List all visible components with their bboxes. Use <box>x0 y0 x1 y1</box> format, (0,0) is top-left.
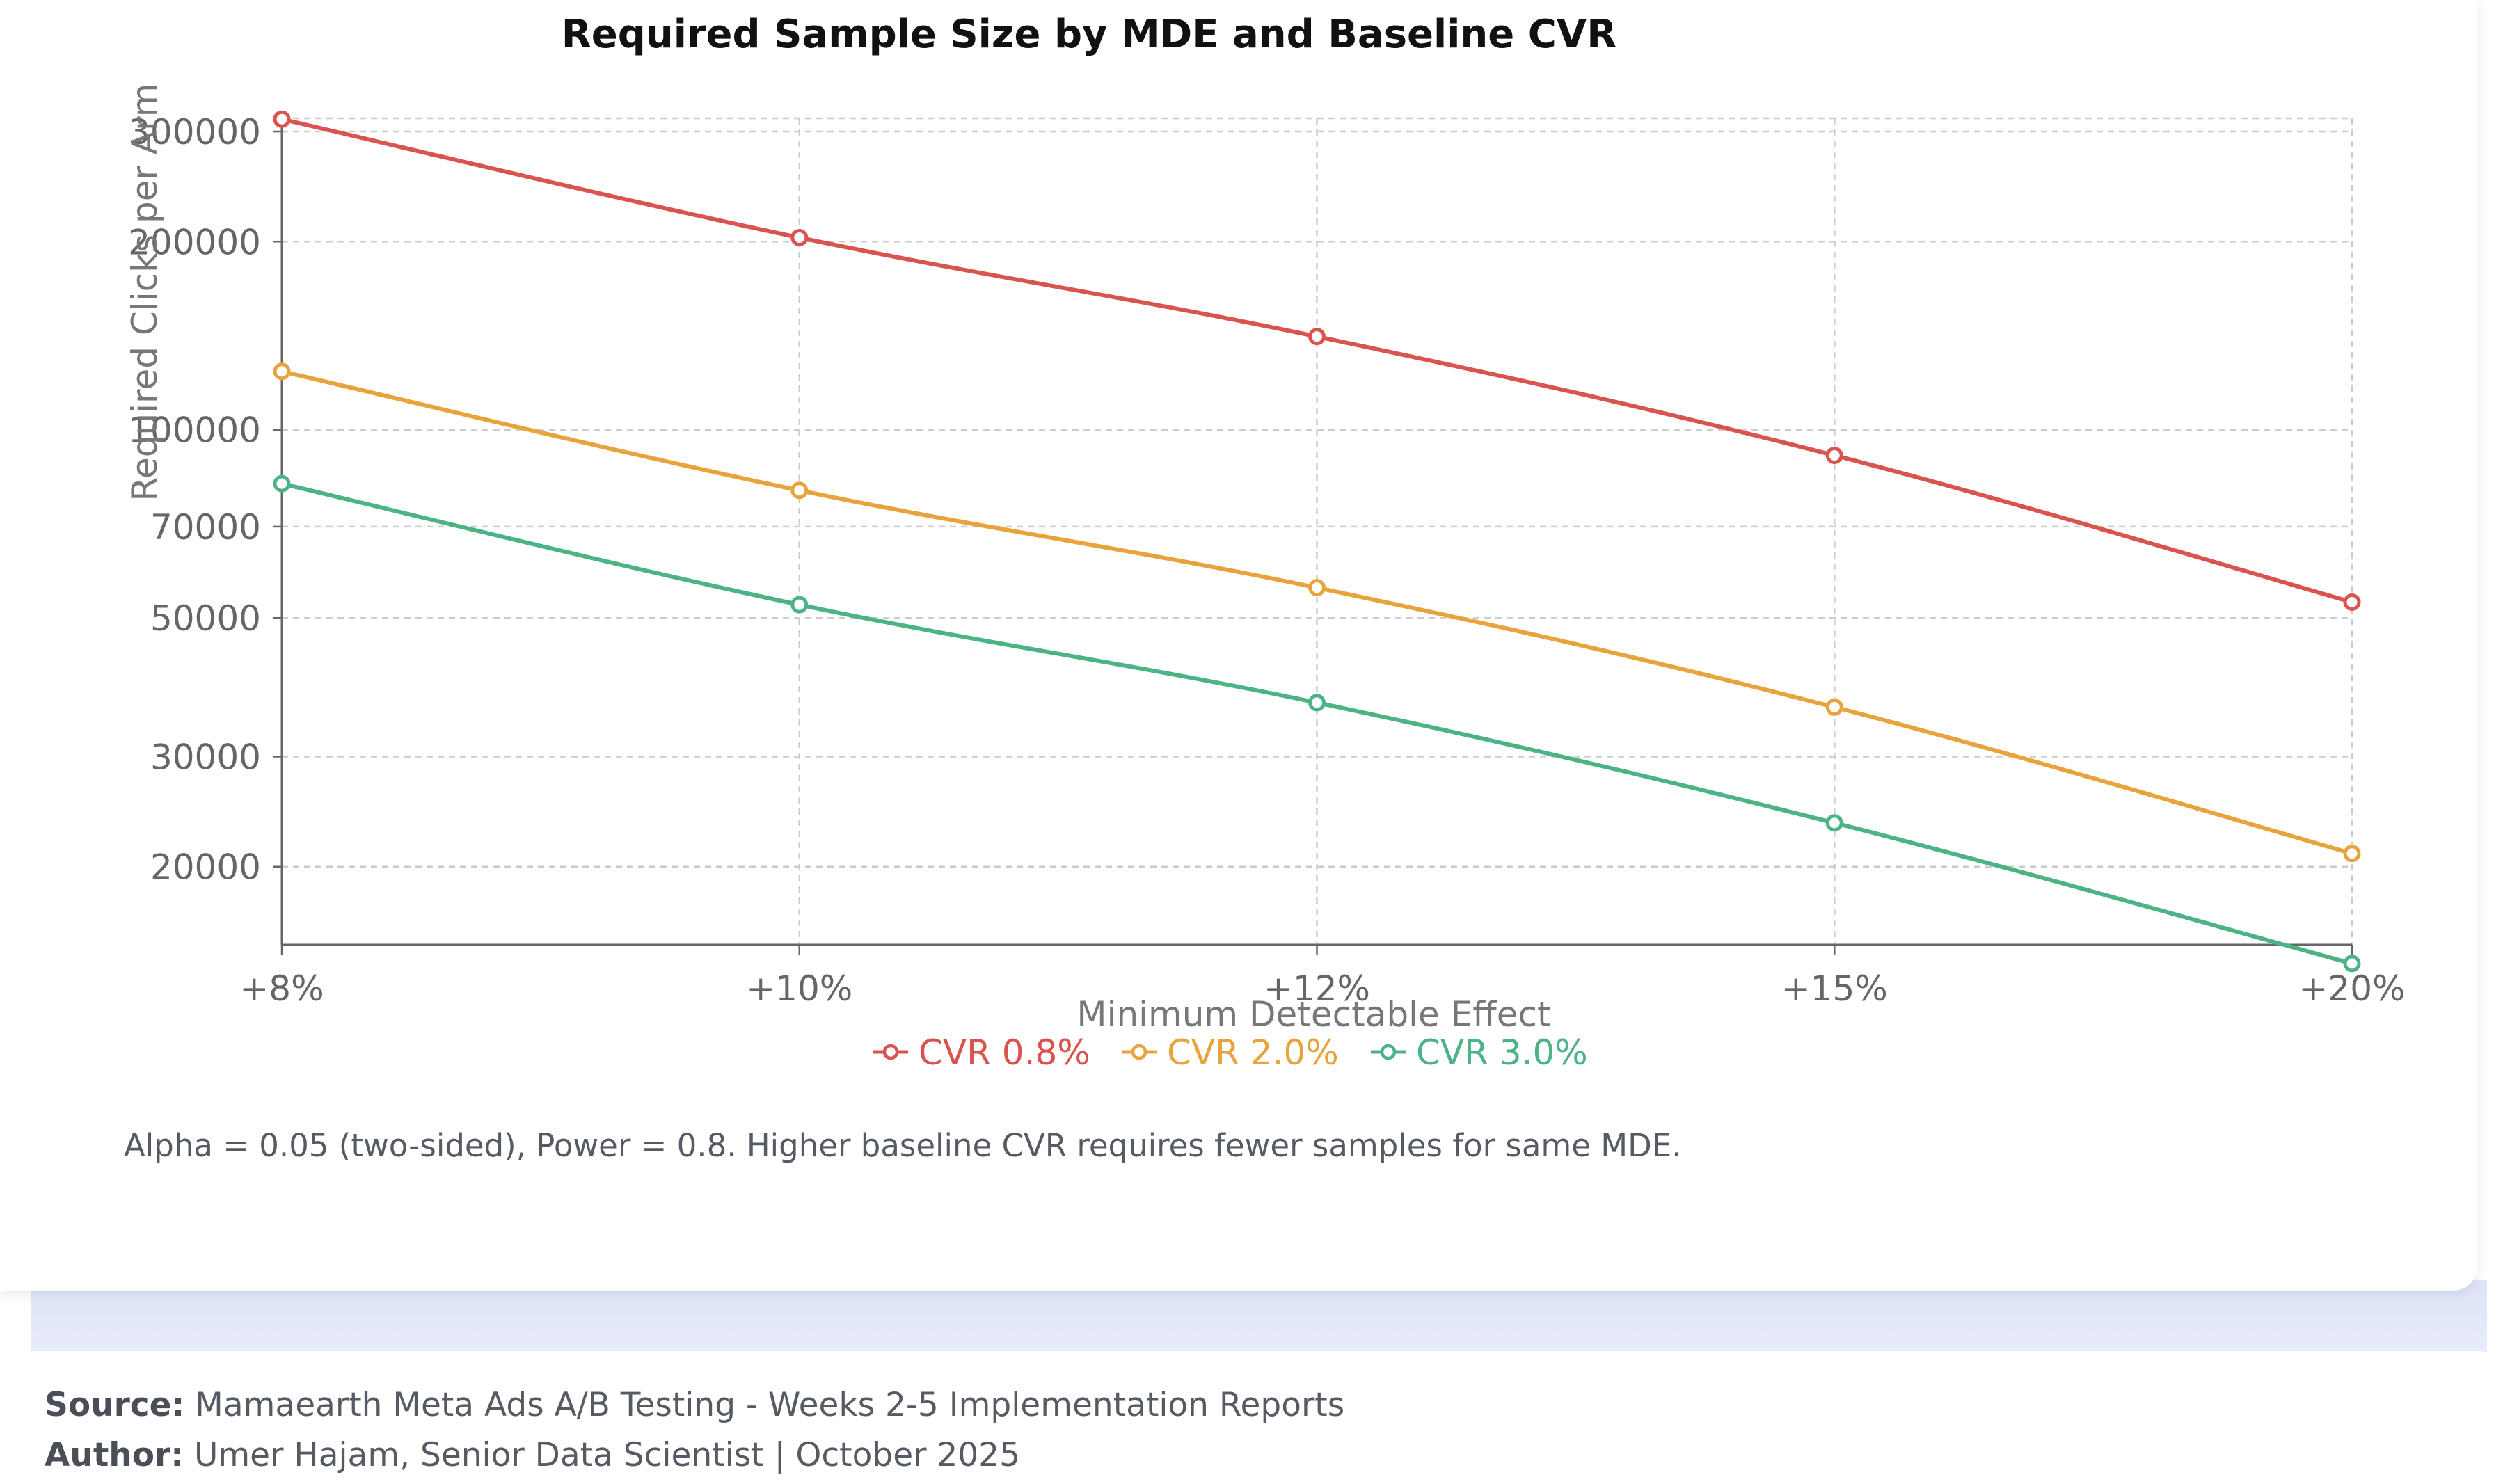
data-point[interactable] <box>1308 579 1326 597</box>
source-text: Mamaearth Meta Ads A/B Testing - Weeks 2… <box>195 1386 1345 1424</box>
data-point[interactable] <box>273 110 291 128</box>
legend-item[interactable]: CVR 0.8% <box>873 1032 1090 1073</box>
author-text: Umer Hajam, Senior Data Scientist | Octo… <box>193 1436 1020 1474</box>
y-axis-title: Required Clicks per Arm <box>125 83 165 501</box>
source-line: Source: Mamaearth Meta Ads A/B Testing -… <box>45 1386 1344 1424</box>
axes <box>273 118 2353 955</box>
data-point[interactable] <box>1825 447 1843 465</box>
chart-note: Alpha = 0.05 (two-sided), Power = 0.8. H… <box>124 1127 1682 1164</box>
author-line: Author: Umer Hajam, Senior Data Scientis… <box>45 1436 1020 1474</box>
chart: Required Sample Size by MDE and Baseline… <box>125 12 2406 1073</box>
chart-card: Required Sample Size by MDE and Baseline… <box>124 12 2406 1164</box>
data-point[interactable] <box>790 596 809 614</box>
legend-label: CVR 2.0% <box>1167 1032 1339 1073</box>
data-point[interactable] <box>2343 845 2361 863</box>
y-tick-label: 300000 <box>128 112 261 152</box>
data-point[interactable] <box>1308 694 1326 712</box>
data-point[interactable] <box>2343 593 2361 611</box>
legend-label: CVR 3.0% <box>1416 1032 1588 1073</box>
data-point[interactable] <box>273 362 291 381</box>
chart-title: Required Sample Size by MDE and Baseline… <box>562 12 1617 57</box>
data-point[interactable] <box>1825 698 1843 716</box>
y-tick-label: 200000 <box>128 222 261 262</box>
gridlines <box>282 117 2353 945</box>
legend-item[interactable]: CVR 2.0% <box>1122 1032 1339 1073</box>
legend-label: CVR 0.8% <box>919 1032 1090 1073</box>
background-band <box>31 1280 2487 1357</box>
data-point[interactable] <box>1308 328 1326 346</box>
x-tick-label: +20% <box>2298 968 2405 1009</box>
series-line <box>281 117 2353 605</box>
legend-marker <box>1380 1044 1397 1060</box>
data-point[interactable] <box>790 228 809 246</box>
source-label: Source: <box>45 1386 185 1424</box>
legend-item[interactable]: CVR 3.0% <box>1371 1032 1588 1073</box>
x-tick-label: +8% <box>239 968 324 1009</box>
data-point[interactable] <box>1825 814 1843 832</box>
series <box>273 110 2361 973</box>
data-point[interactable] <box>2343 955 2361 973</box>
y-tick-label: 100000 <box>128 410 261 451</box>
x-tick-label: +15% <box>1781 968 1888 1009</box>
footer: Source: Mamaearth Meta Ads A/B Testing -… <box>31 1351 2503 1484</box>
y-tick-label: 30000 <box>150 737 261 778</box>
x-tick-label: +12% <box>1264 968 1370 1009</box>
y-tick-label: 70000 <box>150 507 261 548</box>
x-tick-label: +10% <box>746 968 852 1009</box>
tick-labels: 20000 30000 50000 70000 100000 200000 300000 +8… <box>128 112 2405 1009</box>
data-point[interactable] <box>790 481 809 500</box>
data-point[interactable] <box>273 474 291 493</box>
legend-marker <box>882 1044 899 1060</box>
legend: CVR 0.8% CVR 2.0% CVR 3.0% <box>873 1032 1588 1073</box>
x-axis-title: Minimum Detectable Effect <box>1076 994 1550 1035</box>
author-label: Author: <box>45 1436 184 1474</box>
y-tick-label: 20000 <box>150 847 261 888</box>
legend-marker <box>1131 1044 1147 1060</box>
y-tick-label: 50000 <box>150 598 261 639</box>
